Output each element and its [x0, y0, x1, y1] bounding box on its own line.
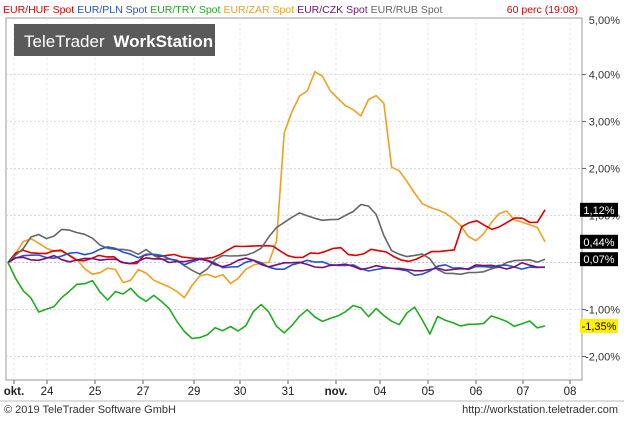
series-line-eur-huf-spot [7, 209, 546, 265]
y-tick-label: -1,00% [585, 304, 620, 316]
series-line-eur-try-spot [7, 262, 546, 340]
y-tick-label: 3,00% [589, 116, 620, 128]
series-line-eur-pln-spot [7, 246, 546, 277]
website-link[interactable]: http://workstation.teletrader.com [462, 404, 618, 416]
x-tick-label: 27 [137, 386, 150, 398]
end-label-text: 1,12% [583, 205, 614, 217]
y-tick-label-top: 5,00% [589, 15, 620, 27]
end-label-box [580, 252, 618, 267]
x-tick-label: 08 [564, 386, 577, 398]
grid-lines [6, 18, 582, 380]
teletrader-workstation-logo: TeleTrader WorkStation [14, 24, 215, 56]
logo-brand-text: TeleTrader [24, 32, 105, 51]
x-tick-label: 07 [517, 386, 530, 398]
legend-item-4: EUR/CZK Spot [297, 4, 368, 16]
svg-text:TeleTrader WorkStation: TeleTrader WorkStation [24, 32, 213, 51]
logo-product-text: WorkStation [113, 32, 213, 51]
x-tick-label: 29 [188, 386, 201, 398]
series-line-eur-czk-spot [7, 254, 545, 272]
legend-item-5: EUR/RUB Spot [371, 4, 443, 16]
x-axis: okt. 24 25 27 29 30 31 nov. 04 05 06 07 08 [4, 380, 577, 398]
end-label-box [580, 318, 618, 333]
end-label-text: -1,35% [582, 321, 617, 333]
y-tick-label: -2,00% [585, 351, 620, 363]
series-line-eur-rub-spot [7, 203, 546, 276]
end-label-box [580, 202, 618, 217]
legend-item-2: EUR/TRY Spot [150, 4, 220, 16]
end-label-box [580, 234, 618, 249]
series-line-eur-zar-spot [7, 70, 546, 299]
y-tick-label: 4,00% [589, 69, 620, 81]
y-axis: 4,00%3,00%2,00%1,00%-1,00%-2,00%5,00% [582, 15, 620, 363]
legend-item-3: EUR/ZAR Spot [223, 4, 294, 16]
end-label-text: 0,44% [583, 237, 614, 249]
x-tick-label: 30 [234, 386, 247, 398]
plot-frame [5, 17, 583, 381]
y-tick-label: 2,00% [589, 163, 620, 175]
x-tick-label: 31 [282, 386, 295, 398]
x-tick-label: 25 [89, 386, 102, 398]
legend-item-0: EUR/HUF Spot [3, 4, 74, 16]
copyright-text: © 2019 TeleTrader Software GmbH [4, 404, 176, 416]
x-tick-label: okt. [4, 386, 24, 398]
end-label-text: 0,07% [583, 254, 614, 266]
period-info: 60 perc (19:08) [507, 4, 578, 16]
x-tick-label: 04 [374, 386, 387, 398]
legend: EUR/HUF Spot EUR/PLN Spot EUR/TRY Spot EUR/… [3, 4, 443, 16]
x-tick-label: 24 [41, 386, 54, 398]
legend-item-1: EUR/PLN Spot [77, 4, 147, 16]
end-value-labels: 0,44% 1,12% 0,07% -1,35% [580, 202, 618, 333]
x-tick-label: 05 [422, 386, 435, 398]
series-lines [7, 70, 546, 340]
x-tick-label: 06 [470, 386, 483, 398]
x-tick-label: nov. [325, 386, 348, 398]
